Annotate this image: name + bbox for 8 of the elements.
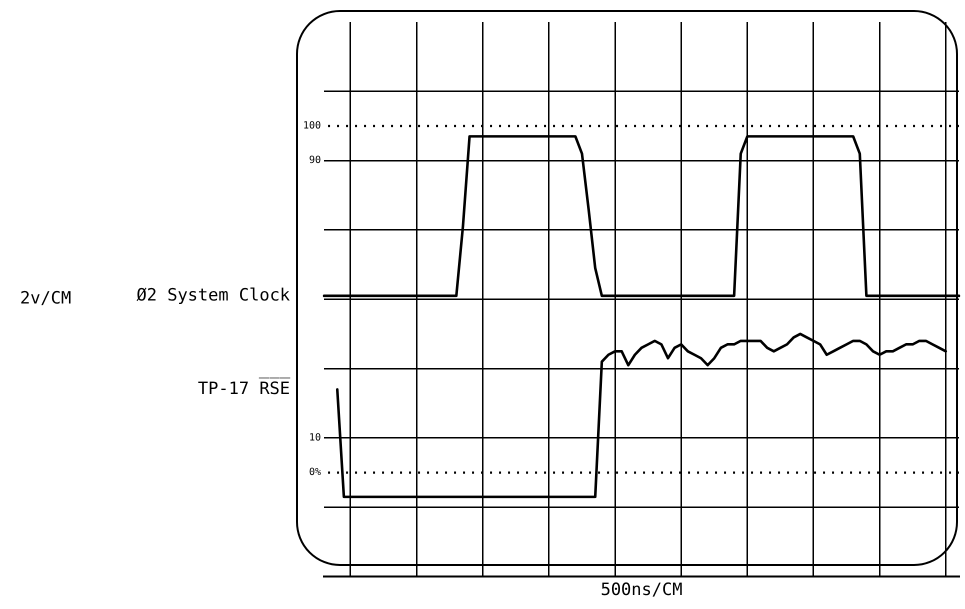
ref-line-label: 0%	[308, 467, 322, 478]
y-tick-label: 10	[308, 432, 322, 444]
text: TP-17 R̅S̅E̅	[198, 378, 291, 399]
text: 2v/CM	[20, 288, 72, 309]
text: Ø2 System Clock	[136, 285, 290, 306]
x-axis-title: 500ns/CM	[600, 580, 682, 600]
y-tick-label: 90	[308, 155, 322, 166]
ref-line-label: 100	[302, 120, 322, 132]
